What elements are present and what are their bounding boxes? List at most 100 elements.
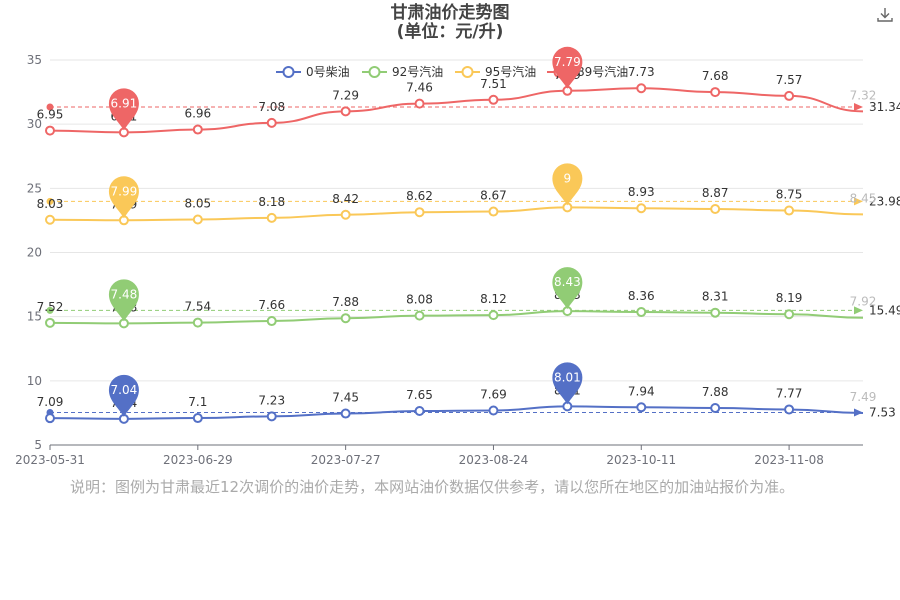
average-line-arrow bbox=[854, 102, 863, 111]
average-line-arrow bbox=[854, 306, 863, 315]
data-label: 7.88 bbox=[332, 295, 359, 309]
data-point bbox=[710, 403, 721, 414]
data-label: 7.77 bbox=[776, 386, 803, 400]
data-point bbox=[636, 83, 647, 94]
data-point bbox=[192, 413, 203, 424]
data-label: 6.96 bbox=[184, 107, 211, 121]
max-pin-label: 7.79 bbox=[554, 55, 581, 69]
max-pin-label: 8.01 bbox=[554, 370, 581, 384]
data-label: 7.57 bbox=[776, 73, 803, 87]
series-line bbox=[49, 405, 864, 420]
min-pin bbox=[108, 176, 139, 219]
data-point bbox=[266, 411, 277, 422]
data-label: 7.65 bbox=[406, 388, 433, 402]
average-line-arrow bbox=[854, 197, 863, 206]
data-label: 8.12 bbox=[480, 292, 507, 306]
legend-label: 95号汽油 bbox=[485, 64, 536, 79]
x-tick-label: 2023-05-31 bbox=[15, 453, 85, 467]
data-point bbox=[192, 317, 203, 328]
data-label: 7.45 bbox=[332, 391, 359, 405]
data-point bbox=[192, 124, 203, 135]
min-pin bbox=[108, 279, 139, 322]
data-point bbox=[414, 310, 425, 321]
data-label: 7.54 bbox=[184, 300, 211, 314]
data-label: 7.49 bbox=[850, 390, 877, 404]
data-label: 8.42 bbox=[332, 192, 359, 206]
data-label: 7.94 bbox=[628, 384, 655, 398]
data-label: 8.03 bbox=[37, 197, 64, 211]
x-tick-label: 2023-10-11 bbox=[606, 453, 676, 467]
data-label: 8.67 bbox=[480, 189, 507, 203]
data-point bbox=[488, 206, 499, 217]
data-label: 7.51 bbox=[480, 77, 507, 91]
min-pin-label: 7.48 bbox=[111, 287, 138, 301]
data-point bbox=[636, 307, 647, 318]
average-label: 23.98 bbox=[869, 194, 900, 208]
data-label: 7.09 bbox=[37, 395, 64, 409]
data-label: 8.05 bbox=[184, 197, 211, 211]
max-pin-label: 8.43 bbox=[554, 275, 581, 289]
data-point bbox=[488, 405, 499, 416]
x-tick-label: 2023-11-08 bbox=[754, 453, 824, 467]
data-label: 7.32 bbox=[850, 88, 877, 102]
average-label: 7.53 bbox=[869, 406, 896, 420]
y-tick-label: 20 bbox=[27, 246, 42, 260]
data-point bbox=[340, 408, 351, 419]
data-point bbox=[414, 98, 425, 109]
legend-label: 92号汽油 bbox=[392, 64, 443, 79]
average-label: 15.49 bbox=[869, 303, 900, 317]
data-point bbox=[45, 125, 55, 136]
max-pin bbox=[552, 46, 583, 89]
legend-marker bbox=[282, 66, 295, 78]
data-label: 7.92 bbox=[850, 295, 877, 309]
data-label: 8.87 bbox=[702, 186, 729, 200]
data-point bbox=[710, 87, 721, 98]
data-point bbox=[192, 214, 203, 225]
data-label: 7.66 bbox=[258, 298, 285, 312]
data-point bbox=[710, 203, 721, 214]
data-label: 7.29 bbox=[332, 88, 359, 102]
max-pin-label: 9 bbox=[564, 171, 572, 185]
legend-marker bbox=[368, 66, 381, 78]
data-label: 8.36 bbox=[628, 289, 655, 303]
min-pin bbox=[108, 374, 139, 417]
min-pin-label: 7.04 bbox=[111, 383, 138, 397]
data-label: 7.23 bbox=[258, 393, 285, 407]
data-label: 8.75 bbox=[776, 188, 803, 202]
data-label: 7.73 bbox=[628, 65, 655, 79]
y-tick-label: 15 bbox=[27, 310, 42, 324]
data-point bbox=[710, 307, 721, 318]
data-point bbox=[784, 404, 795, 415]
data-label: 8.19 bbox=[776, 291, 803, 305]
legend-label: 89号汽油 bbox=[577, 64, 628, 79]
series-line bbox=[49, 310, 864, 325]
min-pin-label: 6.91 bbox=[111, 96, 138, 110]
data-point bbox=[784, 90, 795, 101]
average-line-arrow bbox=[854, 408, 863, 417]
data-label: 7.52 bbox=[37, 300, 64, 314]
data-label: 8.08 bbox=[406, 293, 433, 307]
max-pin bbox=[552, 267, 583, 310]
data-label: 8.93 bbox=[628, 185, 655, 199]
download-icon[interactable] bbox=[876, 6, 894, 24]
series-line bbox=[49, 87, 864, 134]
x-tick-label: 2023-07-27 bbox=[311, 453, 381, 467]
data-label: 6.95 bbox=[37, 108, 64, 122]
data-label: 8.62 bbox=[406, 189, 433, 203]
data-point bbox=[636, 203, 647, 214]
data-point bbox=[340, 106, 351, 117]
max-pin bbox=[552, 163, 583, 206]
average-line-start bbox=[46, 306, 54, 314]
data-label: 7.68 bbox=[702, 69, 729, 83]
x-tick-label: 2023-08-24 bbox=[459, 453, 529, 467]
data-point bbox=[340, 209, 351, 220]
data-label: 7.1 bbox=[188, 395, 207, 409]
chart-subtitle: (单位：元/升) bbox=[396, 22, 504, 42]
legend-marker bbox=[461, 66, 474, 78]
y-tick-label: 35 bbox=[27, 53, 42, 67]
data-label: 7.46 bbox=[406, 81, 433, 95]
min-pin bbox=[108, 88, 139, 131]
data-point bbox=[45, 317, 55, 328]
data-point bbox=[340, 313, 351, 324]
